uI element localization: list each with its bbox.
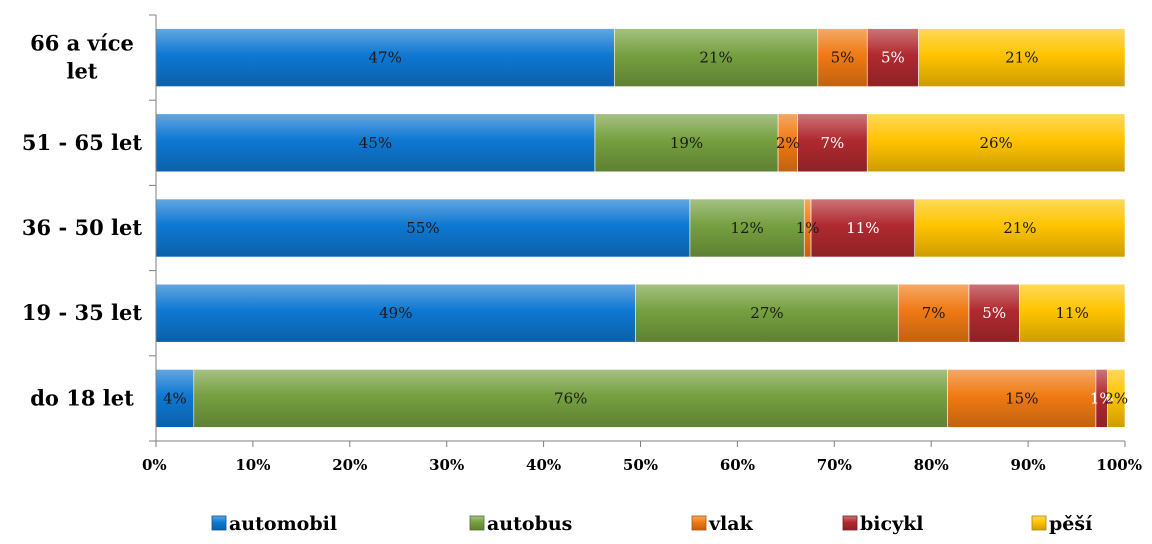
data-label: 2% (776, 134, 800, 152)
x-tick-label: 0% (142, 456, 167, 474)
x-tick-label: 100% (1096, 456, 1142, 474)
data-label: 1% (1090, 389, 1114, 407)
x-tick-label: 60% (720, 456, 755, 474)
bar-segment-pesi (1019, 283, 1126, 343)
bar-segment-bicykl (810, 198, 916, 258)
x-tick-label: 20% (332, 456, 367, 474)
bar-segment-automobil (155, 198, 691, 258)
x-tick-label: 10% (235, 456, 270, 474)
data-label: 27% (750, 304, 783, 322)
data-label: 11% (846, 219, 879, 237)
legend-item-vlak: vlak (691, 513, 754, 535)
data-label: 45% (359, 134, 392, 152)
bar-segment-autobus (689, 198, 805, 258)
data-label: 5% (982, 304, 1006, 322)
data-label: 15% (1005, 389, 1038, 407)
bar-segment-bicykl (968, 283, 1020, 343)
bar-segment-pesi (918, 28, 1126, 87)
legend-label: autobus (487, 513, 572, 535)
data-label: 11% (1056, 304, 1089, 322)
data-label: 4% (163, 389, 187, 407)
data-label: 47% (368, 49, 401, 67)
x-tick-label: 40% (526, 456, 561, 474)
legend-swatch (842, 515, 858, 531)
bar-segment-automobil (155, 369, 195, 428)
bar-segment-pesi (1107, 369, 1126, 428)
x-tick-label: 80% (914, 456, 949, 474)
legend-item-automobil: automobil (211, 513, 337, 535)
data-label: 1% (796, 219, 820, 237)
data-label: 5% (831, 49, 855, 67)
category-labels-layer: 66 a více let 51 - 65 let 36 - 50 let 19 - 3… (22, 31, 142, 411)
data-label: 5% (881, 49, 905, 67)
category-label: 66 a více let (30, 31, 134, 84)
bar-segment-pesi (866, 113, 1126, 173)
data-label: 55% (406, 219, 439, 237)
axis-layer (149, 14, 1126, 447)
bar-segment-autobus (594, 113, 779, 173)
legend-label: automobil (229, 513, 337, 535)
data-label: 76% (554, 389, 587, 407)
data-label: 2% (1104, 389, 1128, 407)
bar-segment-automobil (155, 283, 636, 343)
bar-segment-autobus (635, 283, 899, 343)
bar-segment-automobil (155, 113, 596, 173)
legend-item-autobus: autobus (469, 513, 572, 535)
bar-segment-vlak (897, 283, 970, 343)
data-label: 26% (979, 134, 1012, 152)
category-label: do 18 let (30, 385, 134, 410)
bar-segment-automobil (155, 28, 615, 87)
data-label: 49% (379, 304, 412, 322)
data-label: 21% (1003, 219, 1036, 237)
data-label: 7% (922, 304, 946, 322)
legend-label: bicykl (860, 513, 924, 535)
bar-segment-autobus (614, 28, 819, 87)
legend-swatch (469, 515, 485, 531)
legend-item-pesi: pěší (1031, 513, 1093, 535)
data-label: 19% (670, 134, 703, 152)
legend-swatch (691, 515, 707, 531)
data-label: 12% (730, 219, 763, 237)
x-tick-labels-layer: 0% 10% 20% 30% 40% 50% 60% 70% 80% 90% 100% (142, 456, 1142, 474)
bar-segment-vlak (817, 28, 868, 87)
bar-segment-pesi (914, 198, 1126, 258)
category-label: 51 - 65 let (22, 130, 142, 155)
x-tick-label: 70% (817, 456, 852, 474)
legend: automobil autobus vlak bicykl pěší (211, 513, 1093, 535)
data-label: 21% (1005, 49, 1038, 67)
category-label: 19 - 35 let (22, 300, 142, 325)
bar-segment-bicykl (866, 28, 919, 87)
legend-label: pěší (1049, 513, 1093, 535)
segment-labels-layer: 47% 21% 5% 5% 21% 45% 19% 2% 7% 26% 55% 12% 1% 11% 21%… (163, 49, 1128, 408)
bars-layer (155, 28, 1126, 428)
legend-label: vlak (708, 513, 754, 535)
x-tick-label: 90% (1011, 456, 1046, 474)
legend-item-bicykl: bicykl (842, 513, 924, 535)
category-label: 36 - 50 let (22, 215, 142, 240)
data-label: 21% (699, 49, 732, 67)
x-tick-label: 30% (429, 456, 464, 474)
bar-segment-autobus (193, 369, 948, 428)
legend-swatch (211, 515, 227, 531)
x-tick-label: 50% (623, 456, 658, 474)
bar-segment-bicykl (797, 113, 868, 173)
data-label: 7% (820, 134, 844, 152)
legend-swatch (1031, 515, 1047, 531)
